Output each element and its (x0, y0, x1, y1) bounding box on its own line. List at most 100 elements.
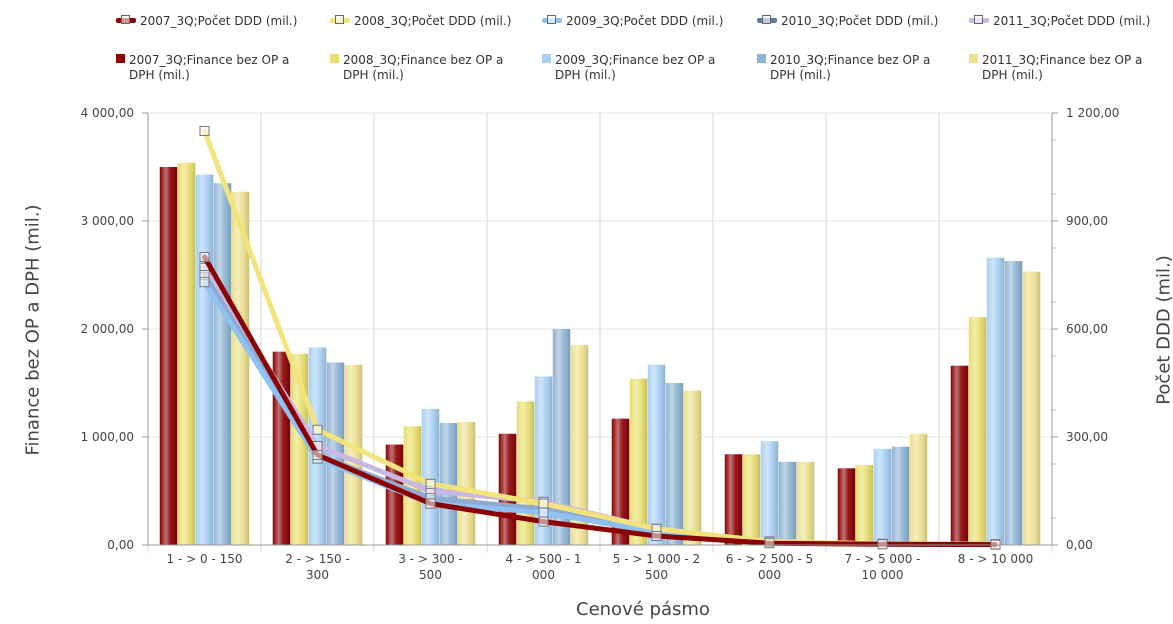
x-tick-label: 1 - > 0 - 150 (167, 552, 243, 566)
line-point-marker[interactable] (538, 498, 549, 509)
legend-bar-label-line2: DPH (mil.) (555, 68, 616, 82)
bar-gloss (439, 422, 458, 545)
chart-legend: 2007_3Q;Počet DDD (mil.) 2008_3Q;Počet D… (0, 0, 1173, 100)
line-point-marker[interactable] (538, 516, 549, 527)
line-point-marker[interactable] (312, 424, 323, 435)
legend-line-item-2009[interactable]: 2009_3Q;Počet DDD (mil.) (542, 14, 723, 29)
legend-line-item-2011[interactable]: 2011_3Q;Počet DDD (mil.) (969, 14, 1150, 29)
bar-gloss (552, 329, 571, 545)
legend-bar-label-line1: 2007_3Q;Finance bez OP a (129, 53, 290, 67)
legend-line-swatch (757, 15, 777, 24)
legend-line-swatch (330, 15, 350, 24)
line-point-marker[interactable] (538, 507, 549, 518)
x-tick-label: 2 - > 150 - (285, 552, 350, 566)
bar-gloss (760, 441, 779, 545)
legend-bar-label-line1: 2010_3Q;Finance bez OP a (770, 53, 931, 67)
legend-bar-label-line2: DPH (mil.) (343, 68, 404, 82)
legend-bar-label-line2: DPH (mil.) (129, 68, 190, 82)
legend-bar-label-line1: 2011_3Q;Finance bez OP a (982, 53, 1143, 67)
legend-line-swatch (116, 15, 136, 24)
legend-line-item-2010[interactable]: 2010_3Q;Počet DDD (mil.) (757, 14, 938, 29)
bar-gloss (647, 364, 666, 545)
y-tick-label: 4 000,00 (81, 106, 134, 120)
bar-gloss (950, 365, 969, 545)
legend-line-label: 2009_3Q;Počet DDD (mil.) (566, 14, 724, 28)
bar-gloss (177, 162, 196, 545)
line-point-marker[interactable] (764, 538, 775, 549)
bar-gloss (611, 418, 630, 545)
x-tick-label: 000 (758, 568, 781, 582)
x-tick-label: 10 000 (862, 568, 904, 582)
x-tick-label: 300 (306, 568, 329, 582)
bar-gloss (570, 345, 589, 545)
legend-bar-item-2010[interactable]: 2010_3Q;Finance bez OP a DPH (mil.) (757, 53, 930, 83)
axes: 0,00 1 000,00 2 000,00 3 000,00 4 000,00 0,00… (81, 106, 1120, 582)
y-tick-label: 2 000,00 (81, 322, 134, 336)
legend-bar-label-line2: DPH (mil.) (982, 68, 1043, 82)
bar-gloss (195, 174, 214, 545)
legend-bar-swatch (969, 54, 978, 63)
bar-gloss (498, 433, 517, 545)
line-point-marker[interactable] (877, 539, 888, 550)
line-point-marker[interactable] (651, 531, 662, 541)
y-tick-label: 3 000,00 (81, 214, 134, 228)
y2-tick-label: 900,00 (1066, 214, 1108, 228)
bar-gloss (683, 390, 702, 545)
x-tick-label: 4 - > 500 - 1 (506, 552, 582, 566)
bar-gloss (968, 317, 987, 545)
legend-line-label: 2007_3Q;Počet DDD (mil.) (140, 14, 298, 28)
legend-line-label: 2008_3Q;Počet DDD (mil.) (354, 14, 512, 28)
legend-bar-label: 2009_3Q;Finance bez OP a DPH (mil.) (555, 53, 715, 83)
legend-line-item-2007[interactable]: 2007_3Q;Počet DDD (mil.) (116, 14, 297, 29)
x-tick-label: 6 - > 2 500 - 5 (726, 552, 813, 566)
line-point-marker[interactable] (199, 277, 210, 288)
legend-bar-item-2009[interactable]: 2009_3Q;Finance bez OP a DPH (mil.) (542, 53, 715, 83)
bar-gloss (855, 465, 874, 545)
y-tick-label: 0,00 (107, 538, 134, 552)
bar-gloss (724, 454, 743, 545)
bar-gloss (778, 461, 797, 545)
legend-bar-item-2008[interactable]: 2008_3Q;Finance bez OP a DPH (mil.) (330, 53, 503, 83)
legend-line-label: 2010_3Q;Počet DDD (mil.) (781, 14, 939, 28)
x-tick-label: 500 (419, 568, 442, 582)
legend-bar-label-line1: 2008_3Q;Finance bez OP a (343, 53, 504, 67)
bar-series (159, 162, 1041, 545)
bar-gloss (909, 433, 928, 545)
bar-gloss (290, 353, 309, 545)
legend-bar-label-line2: DPH (mil.) (770, 68, 831, 82)
legend-bar-item-2007[interactable]: 2007_3Q;Finance bez OP a DPH (mil.) (116, 53, 289, 83)
bar-gloss (1022, 271, 1041, 545)
series-line[interactable] (202, 254, 998, 548)
bar-gloss (873, 448, 892, 545)
legend-bar-swatch (757, 54, 766, 63)
line-point-marker[interactable] (199, 252, 210, 262)
bar-gloss (1004, 260, 1023, 545)
legend-bar-label: 2011_3Q;Finance bez OP a DPH (mil.) (982, 53, 1142, 83)
bar-gloss (213, 183, 232, 545)
bar-gloss (837, 468, 856, 545)
line-point-marker[interactable] (425, 478, 436, 489)
y2-tick-label: 1 200,00 (1066, 106, 1119, 120)
legend-line-item-2008[interactable]: 2008_3Q;Počet DDD (mil.) (330, 14, 511, 29)
bar-gloss (231, 191, 250, 545)
bar-gloss (516, 401, 535, 545)
line-series (199, 126, 1001, 550)
bar-gloss (891, 446, 910, 545)
line-point-marker[interactable] (425, 498, 436, 509)
legend-bar-swatch (330, 54, 339, 63)
legend-bar-item-2011[interactable]: 2011_3Q;Finance bez OP a DPH (mil.) (969, 53, 1142, 83)
bar-gloss (385, 444, 404, 545)
line-point-marker[interactable] (312, 450, 323, 460)
bar-gloss (742, 454, 761, 545)
legend-line-swatch (542, 15, 562, 24)
line-point-marker[interactable] (199, 126, 210, 136)
x-tick-label: 5 - > 1 000 - 2 (613, 552, 700, 566)
bar-gloss (986, 257, 1005, 545)
x-tick-label: 8 - > 10 000 (958, 552, 1033, 566)
legend-bar-label-line1: 2009_3Q;Finance bez OP a (555, 53, 716, 67)
legend-bar-swatch (542, 54, 551, 63)
legend-bar-label: 2008_3Q;Finance bez OP a DPH (mil.) (343, 53, 503, 83)
y2-axis-title: Počet DDD (mil.) (1153, 255, 1173, 405)
bar-gloss (421, 408, 440, 545)
